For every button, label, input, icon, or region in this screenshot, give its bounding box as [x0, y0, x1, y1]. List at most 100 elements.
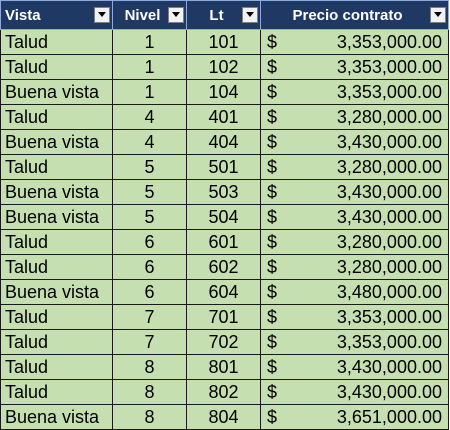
table-row: Buena vista 4 404 $3,430,000.00 [0, 129, 449, 155]
cell-lt[interactable]: 804 [186, 404, 261, 430]
filter-vista-button[interactable] [94, 7, 110, 23]
table-row: Talud 8 801 $3,430,000.00 [0, 354, 449, 380]
cell-nivel[interactable]: 8 [112, 354, 187, 380]
cell-nivel[interactable]: 6 [112, 229, 187, 255]
cell-nivel[interactable]: 8 [112, 404, 187, 430]
cell-vista[interactable]: Buena vista [0, 79, 113, 105]
cell-nivel[interactable]: 1 [112, 29, 187, 55]
table-row: Talud 7 701 $3,353,000.00 [0, 304, 449, 330]
table-body: Talud 1 101 $3,353,000.00 Talud 1 102 $3,353,00… [0, 29, 449, 430]
dropdown-arrow-icon [246, 12, 254, 17]
cell-currency-symbol[interactable]: $ [260, 229, 288, 255]
cell-currency-symbol[interactable]: $ [260, 279, 288, 305]
cell-vista[interactable]: Talud [0, 54, 113, 80]
table-row: Talud 4 401 $3,280,000.00 [0, 104, 449, 130]
cell-currency-symbol[interactable]: $ [260, 29, 288, 55]
dropdown-arrow-icon [172, 12, 180, 17]
cell-vista[interactable]: Talud [0, 29, 113, 55]
cell-currency-symbol[interactable]: $ [260, 404, 288, 430]
table-row: Talud 1 102 $3,353,000.00 [0, 54, 449, 80]
cell-currency-symbol[interactable]: $ [260, 304, 288, 330]
header-precio-label: Precio contrato [292, 6, 403, 24]
cell-precio[interactable]: 3,480,000.00 [287, 279, 449, 305]
cell-precio[interactable]: 3,430,000.00 [287, 179, 449, 205]
cell-precio[interactable]: 3,353,000.00 [287, 54, 449, 80]
cell-precio[interactable]: 3,280,000.00 [287, 154, 449, 180]
cell-precio[interactable]: 3,430,000.00 [287, 354, 449, 380]
cell-vista[interactable]: Talud [0, 229, 113, 255]
cell-lt[interactable]: 401 [186, 104, 261, 130]
cell-lt[interactable]: 701 [186, 304, 261, 330]
cell-currency-symbol[interactable]: $ [260, 179, 288, 205]
cell-precio[interactable]: 3,430,000.00 [287, 379, 449, 405]
filter-nivel-button[interactable] [168, 7, 184, 23]
cell-precio[interactable]: 3,353,000.00 [287, 79, 449, 105]
cell-precio[interactable]: 3,353,000.00 [287, 329, 449, 355]
cell-nivel[interactable]: 1 [112, 54, 187, 80]
cell-currency-symbol[interactable]: $ [260, 104, 288, 130]
cell-nivel[interactable]: 4 [112, 104, 187, 130]
cell-lt[interactable]: 802 [186, 379, 261, 405]
cell-precio[interactable]: 3,651,000.00 [287, 404, 449, 430]
cell-nivel[interactable]: 6 [112, 279, 187, 305]
cell-precio[interactable]: 3,280,000.00 [287, 104, 449, 130]
cell-lt[interactable]: 404 [186, 129, 261, 155]
table-row: Buena vista 1 104 $3,353,000.00 [0, 79, 449, 105]
cell-precio[interactable]: 3,353,000.00 [287, 29, 449, 55]
cell-lt[interactable]: 504 [186, 204, 261, 230]
cell-nivel[interactable]: 7 [112, 304, 187, 330]
cell-currency-symbol[interactable]: $ [260, 254, 288, 280]
cell-vista[interactable]: Buena vista [0, 279, 113, 305]
cell-vista[interactable]: Talud [0, 154, 113, 180]
cell-currency-symbol[interactable]: $ [260, 329, 288, 355]
cell-vista[interactable]: Talud [0, 304, 113, 330]
cell-currency-symbol[interactable]: $ [260, 204, 288, 230]
cell-precio[interactable]: 3,353,000.00 [287, 304, 449, 330]
cell-nivel[interactable]: 5 [112, 154, 187, 180]
cell-lt[interactable]: 104 [186, 79, 261, 105]
cell-currency-symbol[interactable]: $ [260, 54, 288, 80]
cell-currency-symbol[interactable]: $ [260, 129, 288, 155]
dropdown-arrow-icon [98, 12, 106, 17]
cell-nivel[interactable]: 5 [112, 179, 187, 205]
cell-precio[interactable]: 3,430,000.00 [287, 129, 449, 155]
cell-vista[interactable]: Buena vista [0, 129, 113, 155]
cell-vista[interactable]: Talud [0, 104, 113, 130]
cell-precio[interactable]: 3,280,000.00 [287, 254, 449, 280]
cell-lt[interactable]: 101 [186, 29, 261, 55]
cell-nivel[interactable]: 7 [112, 329, 187, 355]
cell-lt[interactable]: 601 [186, 229, 261, 255]
cell-lt[interactable]: 102 [186, 54, 261, 80]
cell-lt[interactable]: 702 [186, 329, 261, 355]
cell-currency-symbol[interactable]: $ [260, 354, 288, 380]
cell-lt[interactable]: 501 [186, 154, 261, 180]
cell-vista[interactable]: Buena vista [0, 404, 113, 430]
header-row: Vista Nivel Lt [0, 0, 449, 30]
cell-precio[interactable]: 3,280,000.00 [287, 229, 449, 255]
filter-precio-button[interactable] [430, 7, 446, 23]
cell-nivel[interactable]: 1 [112, 79, 187, 105]
dropdown-arrow-icon [434, 12, 442, 17]
cell-vista[interactable]: Buena vista [0, 204, 113, 230]
cell-vista[interactable]: Talud [0, 354, 113, 380]
cell-nivel[interactable]: 4 [112, 129, 187, 155]
cell-nivel[interactable]: 6 [112, 254, 187, 280]
header-nivel-label: Nivel [124, 6, 161, 24]
cell-vista[interactable]: Buena vista [0, 179, 113, 205]
cell-vista[interactable]: Talud [0, 254, 113, 280]
cell-precio[interactable]: 3,430,000.00 [287, 204, 449, 230]
cell-lt[interactable]: 604 [186, 279, 261, 305]
table-row: Buena vista 6 604 $3,480,000.00 [0, 279, 449, 305]
cell-currency-symbol[interactable]: $ [260, 79, 288, 105]
cell-lt[interactable]: 602 [186, 254, 261, 280]
cell-currency-symbol[interactable]: $ [260, 154, 288, 180]
cell-vista[interactable]: Talud [0, 379, 113, 405]
cell-vista[interactable]: Talud [0, 329, 113, 355]
cell-currency-symbol[interactable]: $ [260, 379, 288, 405]
cell-lt[interactable]: 503 [186, 179, 261, 205]
cell-nivel[interactable]: 8 [112, 379, 187, 405]
cell-nivel[interactable]: 5 [112, 204, 187, 230]
header-precio: Precio contrato [260, 0, 449, 30]
filter-lt-button[interactable] [242, 7, 258, 23]
cell-lt[interactable]: 801 [186, 354, 261, 380]
